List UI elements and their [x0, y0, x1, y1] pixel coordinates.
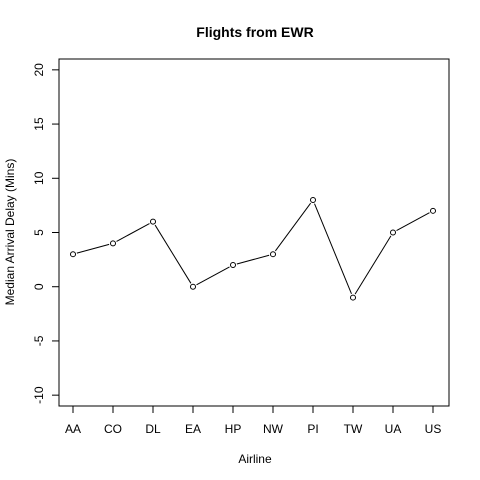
x-axis-label: Airline — [238, 452, 272, 466]
x-tick-label: UA — [385, 422, 402, 436]
y-tick-label: 10 — [32, 171, 46, 185]
x-tick-label: DL — [145, 422, 161, 436]
series-line-segment — [116, 223, 150, 242]
series-group — [70, 196, 436, 301]
data-point — [190, 283, 196, 290]
x-tick-label: US — [425, 422, 442, 436]
x-tick-label: EA — [185, 422, 201, 436]
data-point — [150, 218, 156, 225]
data-point — [310, 196, 316, 203]
data-point — [350, 294, 356, 301]
data-point — [70, 251, 76, 258]
x-tick-label: AA — [65, 422, 81, 436]
series-line-segment — [396, 212, 430, 232]
data-point — [430, 207, 436, 214]
series-line-segment — [354, 235, 392, 295]
x-tick-label: CO — [104, 422, 122, 436]
y-tick-label: 5 — [32, 229, 46, 236]
series-line-segment — [314, 203, 352, 295]
y-tick-label: -10 — [32, 386, 46, 404]
y-axis-label: Median Arrival Delay (Mins) — [3, 159, 17, 306]
data-point — [230, 262, 236, 269]
y-tick-label: 15 — [32, 117, 46, 131]
x-tick-label: NW — [263, 422, 284, 436]
x-tick-label: PI — [307, 422, 318, 436]
series-line-segment — [274, 202, 312, 252]
x-axis: AA CO DL EA HP NW PI TW UA US — [65, 405, 442, 436]
chart-title: Flights from EWR — [196, 24, 313, 40]
y-tick-label: 0 — [32, 283, 46, 290]
y-axis: -10 -5 0 5 10 15 20 — [32, 63, 60, 404]
data-point — [390, 229, 396, 236]
series-line-segment — [76, 243, 110, 254]
x-tick-label: TW — [344, 422, 363, 436]
series-line-segment — [154, 224, 192, 284]
y-tick-label: 20 — [32, 63, 46, 77]
x-tick-label: HP — [225, 422, 242, 436]
series-line-segment — [196, 266, 230, 286]
data-point — [270, 251, 276, 258]
data-point — [110, 240, 116, 247]
y-tick-label: -5 — [32, 335, 46, 346]
series-line-segment — [236, 254, 270, 265]
